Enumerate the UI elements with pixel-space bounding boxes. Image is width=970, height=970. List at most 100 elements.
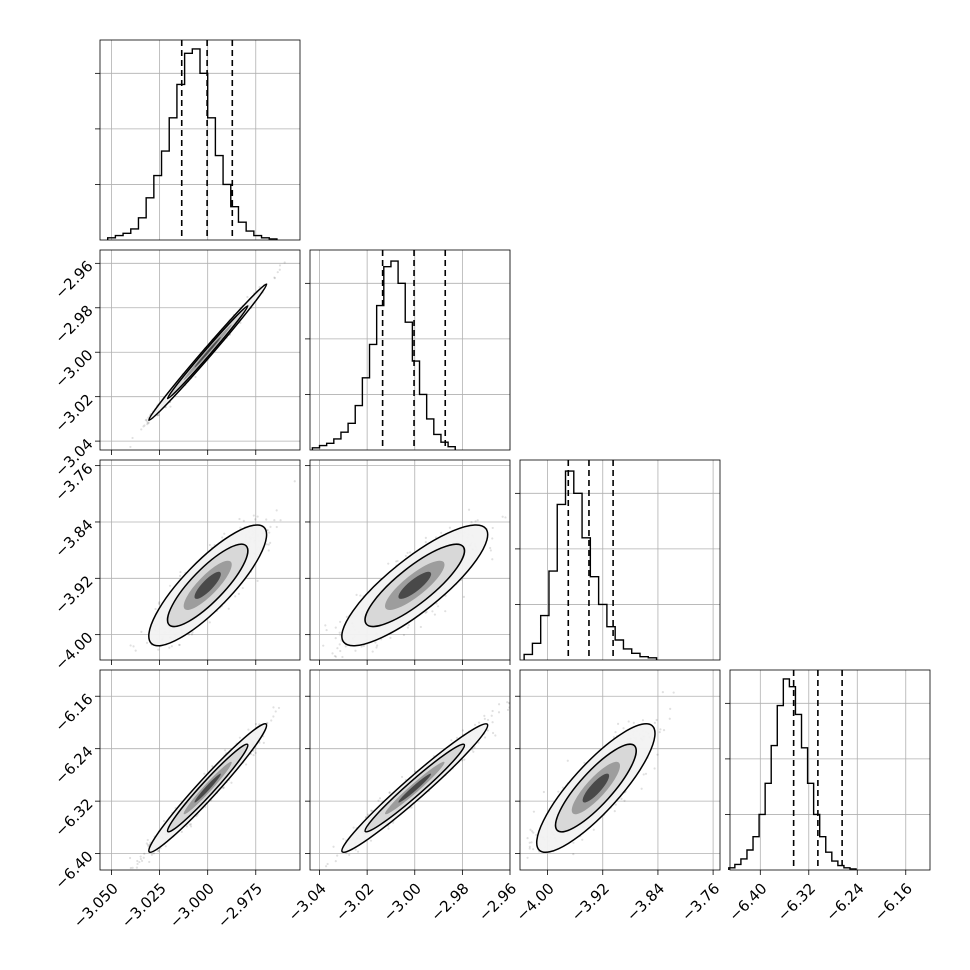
sample-point	[238, 517, 241, 521]
sample-point	[146, 838, 149, 842]
sample-point	[444, 594, 447, 597]
sample-point	[491, 537, 494, 540]
sample-point	[129, 644, 132, 647]
sample-point	[406, 626, 409, 629]
sample-point	[194, 375, 197, 379]
sample-point	[256, 515, 259, 518]
sample-point	[256, 579, 259, 583]
hist-panel-0	[95, 39, 301, 241]
sample-point	[268, 531, 271, 534]
sample-point	[325, 628, 328, 632]
hist-panel-2	[515, 459, 721, 661]
sample-point	[334, 636, 337, 640]
scatter-panel-2-0	[95, 459, 301, 672]
sample-point	[208, 543, 211, 547]
sample-point	[376, 644, 379, 647]
sample-point	[425, 610, 428, 613]
sample-point	[146, 422, 149, 426]
sample-point	[136, 862, 139, 866]
sample-point	[179, 574, 182, 577]
sample-point	[504, 516, 507, 519]
sample-point	[501, 515, 504, 518]
sample-point	[145, 418, 148, 421]
panel-1-0-frame	[99, 249, 301, 451]
sample-point	[440, 531, 443, 534]
sample-point	[164, 845, 167, 848]
sample-point	[131, 436, 134, 440]
sample-point	[402, 633, 406, 637]
sample-point	[476, 519, 479, 522]
sample-point	[314, 666, 316, 668]
sample-point	[448, 526, 451, 529]
sample-point	[140, 630, 143, 633]
sample-point	[339, 649, 342, 653]
sample-point	[265, 543, 268, 546]
sample-point	[334, 626, 337, 629]
scatter-panel-1-0	[95, 249, 301, 455]
sample-point	[145, 641, 149, 644]
sample-point	[134, 649, 137, 652]
sample-point	[148, 860, 151, 864]
sample-point	[467, 508, 471, 511]
sample-point	[227, 607, 230, 610]
sample-point	[389, 636, 392, 639]
sample-point	[168, 646, 171, 649]
sample-point	[222, 786, 225, 790]
sample-point	[168, 584, 172, 587]
sample-point	[273, 276, 276, 279]
sample-point	[269, 541, 272, 544]
sample-point	[246, 295, 249, 299]
sample-point	[140, 428, 143, 431]
sample-point	[258, 723, 261, 726]
sample-point	[157, 414, 160, 417]
sample-point	[241, 586, 244, 590]
sample-point	[371, 650, 374, 653]
sample-point	[267, 543, 270, 546]
sample-point	[278, 268, 281, 271]
sample-point	[462, 595, 466, 598]
sample-point	[374, 641, 377, 644]
hist-0-frame	[99, 39, 301, 241]
sample-point	[491, 558, 494, 561]
sample-point	[444, 610, 447, 613]
sample-point	[252, 514, 255, 517]
sample-point	[424, 541, 427, 544]
sample-point	[223, 532, 226, 535]
sample-point	[375, 646, 378, 649]
sample-point	[150, 853, 153, 856]
hist-panel-1	[305, 249, 511, 451]
sample-point	[223, 749, 227, 752]
sample-point	[336, 665, 338, 667]
hist-panel-3	[725, 669, 931, 871]
sample-point	[283, 261, 286, 264]
sample-point	[396, 559, 399, 563]
sample-point	[135, 866, 139, 869]
sample-point	[278, 264, 282, 267]
sample-point	[203, 772, 206, 775]
sample-point	[406, 551, 409, 554]
sample-point	[170, 645, 173, 648]
sample-point	[343, 667, 345, 669]
sample-point	[132, 645, 135, 648]
hist-2-frame	[519, 459, 721, 661]
sample-point	[135, 670, 137, 672]
sample-point	[322, 644, 325, 647]
sample-point	[136, 859, 139, 863]
sample-point	[147, 421, 150, 424]
hist-3-steps	[728, 678, 857, 870]
sample-point	[143, 424, 146, 427]
sample-point	[178, 643, 181, 647]
sample-point	[275, 525, 278, 529]
sample-point	[269, 525, 272, 528]
sample-point	[279, 519, 282, 522]
sample-point	[157, 849, 160, 853]
sample-point	[191, 631, 194, 634]
sample-point	[340, 666, 342, 668]
sample-point	[145, 842, 148, 845]
sample-point	[258, 285, 261, 289]
hist-1-frame	[309, 249, 511, 451]
sample-point	[247, 728, 250, 731]
sample-point	[239, 321, 242, 324]
sample-point	[157, 849, 160, 852]
sample-point	[276, 271, 279, 274]
